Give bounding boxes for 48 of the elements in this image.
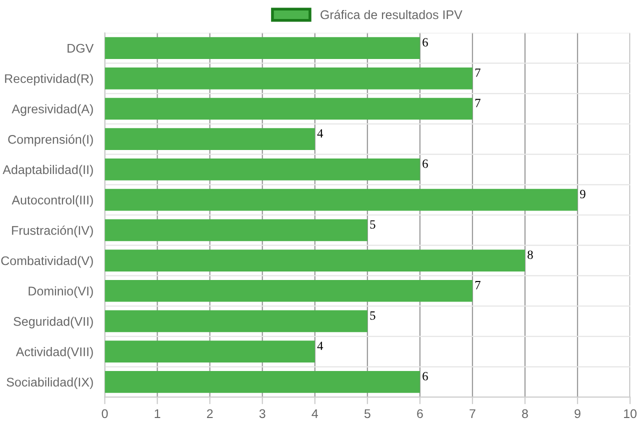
data-label: 7: [475, 68, 480, 77]
bar: [104, 37, 420, 59]
x-tick-label: 5: [364, 409, 370, 418]
data-label: 9: [580, 190, 586, 198]
data-label: 4: [317, 129, 324, 138]
y-tick-label: DGV: [68, 44, 94, 53]
x-tick-label: 1: [154, 409, 160, 418]
data-label: 8: [528, 250, 533, 259]
data-label: 6: [422, 38, 428, 47]
x-tick-label: 9: [574, 409, 580, 418]
data-label: 4: [317, 342, 324, 350]
bar: [104, 340, 315, 363]
x-tick-label: 10: [624, 409, 637, 418]
bar: [104, 310, 368, 332]
bar: [104, 250, 525, 272]
y-tick-label: Actividad(VIII): [16, 347, 93, 359]
x-tick-label: 8: [522, 409, 528, 418]
data-label: 7: [475, 98, 480, 108]
y-tick-label: Agresividad(A): [12, 104, 93, 116]
y-tick-label: Dominio(VI): [28, 286, 93, 298]
bar: [104, 98, 472, 120]
x-tick-label: 4: [312, 409, 318, 418]
data-label: 7: [475, 281, 480, 290]
x-tick-label: 3: [259, 409, 266, 418]
x-tick-label: 2: [207, 409, 213, 418]
data-label: 6: [422, 372, 428, 380]
y-tick-label: Combatividad(V): [1, 256, 93, 268]
bar: [104, 128, 315, 150]
bar: [104, 67, 472, 90]
y-tick-label: Seguridad(VII): [14, 316, 93, 328]
bar: [104, 158, 420, 180]
data-label: 5: [370, 220, 376, 229]
data-label: 5: [370, 311, 376, 320]
bar: [104, 280, 472, 302]
y-tick-label: Adaptabilidad(II): [2, 164, 93, 177]
y-tick-label: Receptividad(R): [5, 74, 93, 86]
data-label: 6: [422, 160, 428, 168]
y-tick-label: Comprensión(I): [8, 134, 93, 146]
x-tick-label: 7: [470, 409, 476, 418]
bar: [104, 371, 420, 393]
legend-label: Gráfica de resultados IPV: [320, 10, 462, 20]
y-tick-label: Autocontrol(III): [12, 195, 93, 207]
y-tick-label: Frustración(IV): [12, 226, 93, 238]
x-tick-label: 0: [102, 409, 108, 418]
y-tick-label: Sociabilidad(IX): [6, 377, 93, 390]
bar: [104, 219, 368, 242]
x-tick-label: 6: [417, 409, 423, 418]
bar: [104, 188, 578, 211]
